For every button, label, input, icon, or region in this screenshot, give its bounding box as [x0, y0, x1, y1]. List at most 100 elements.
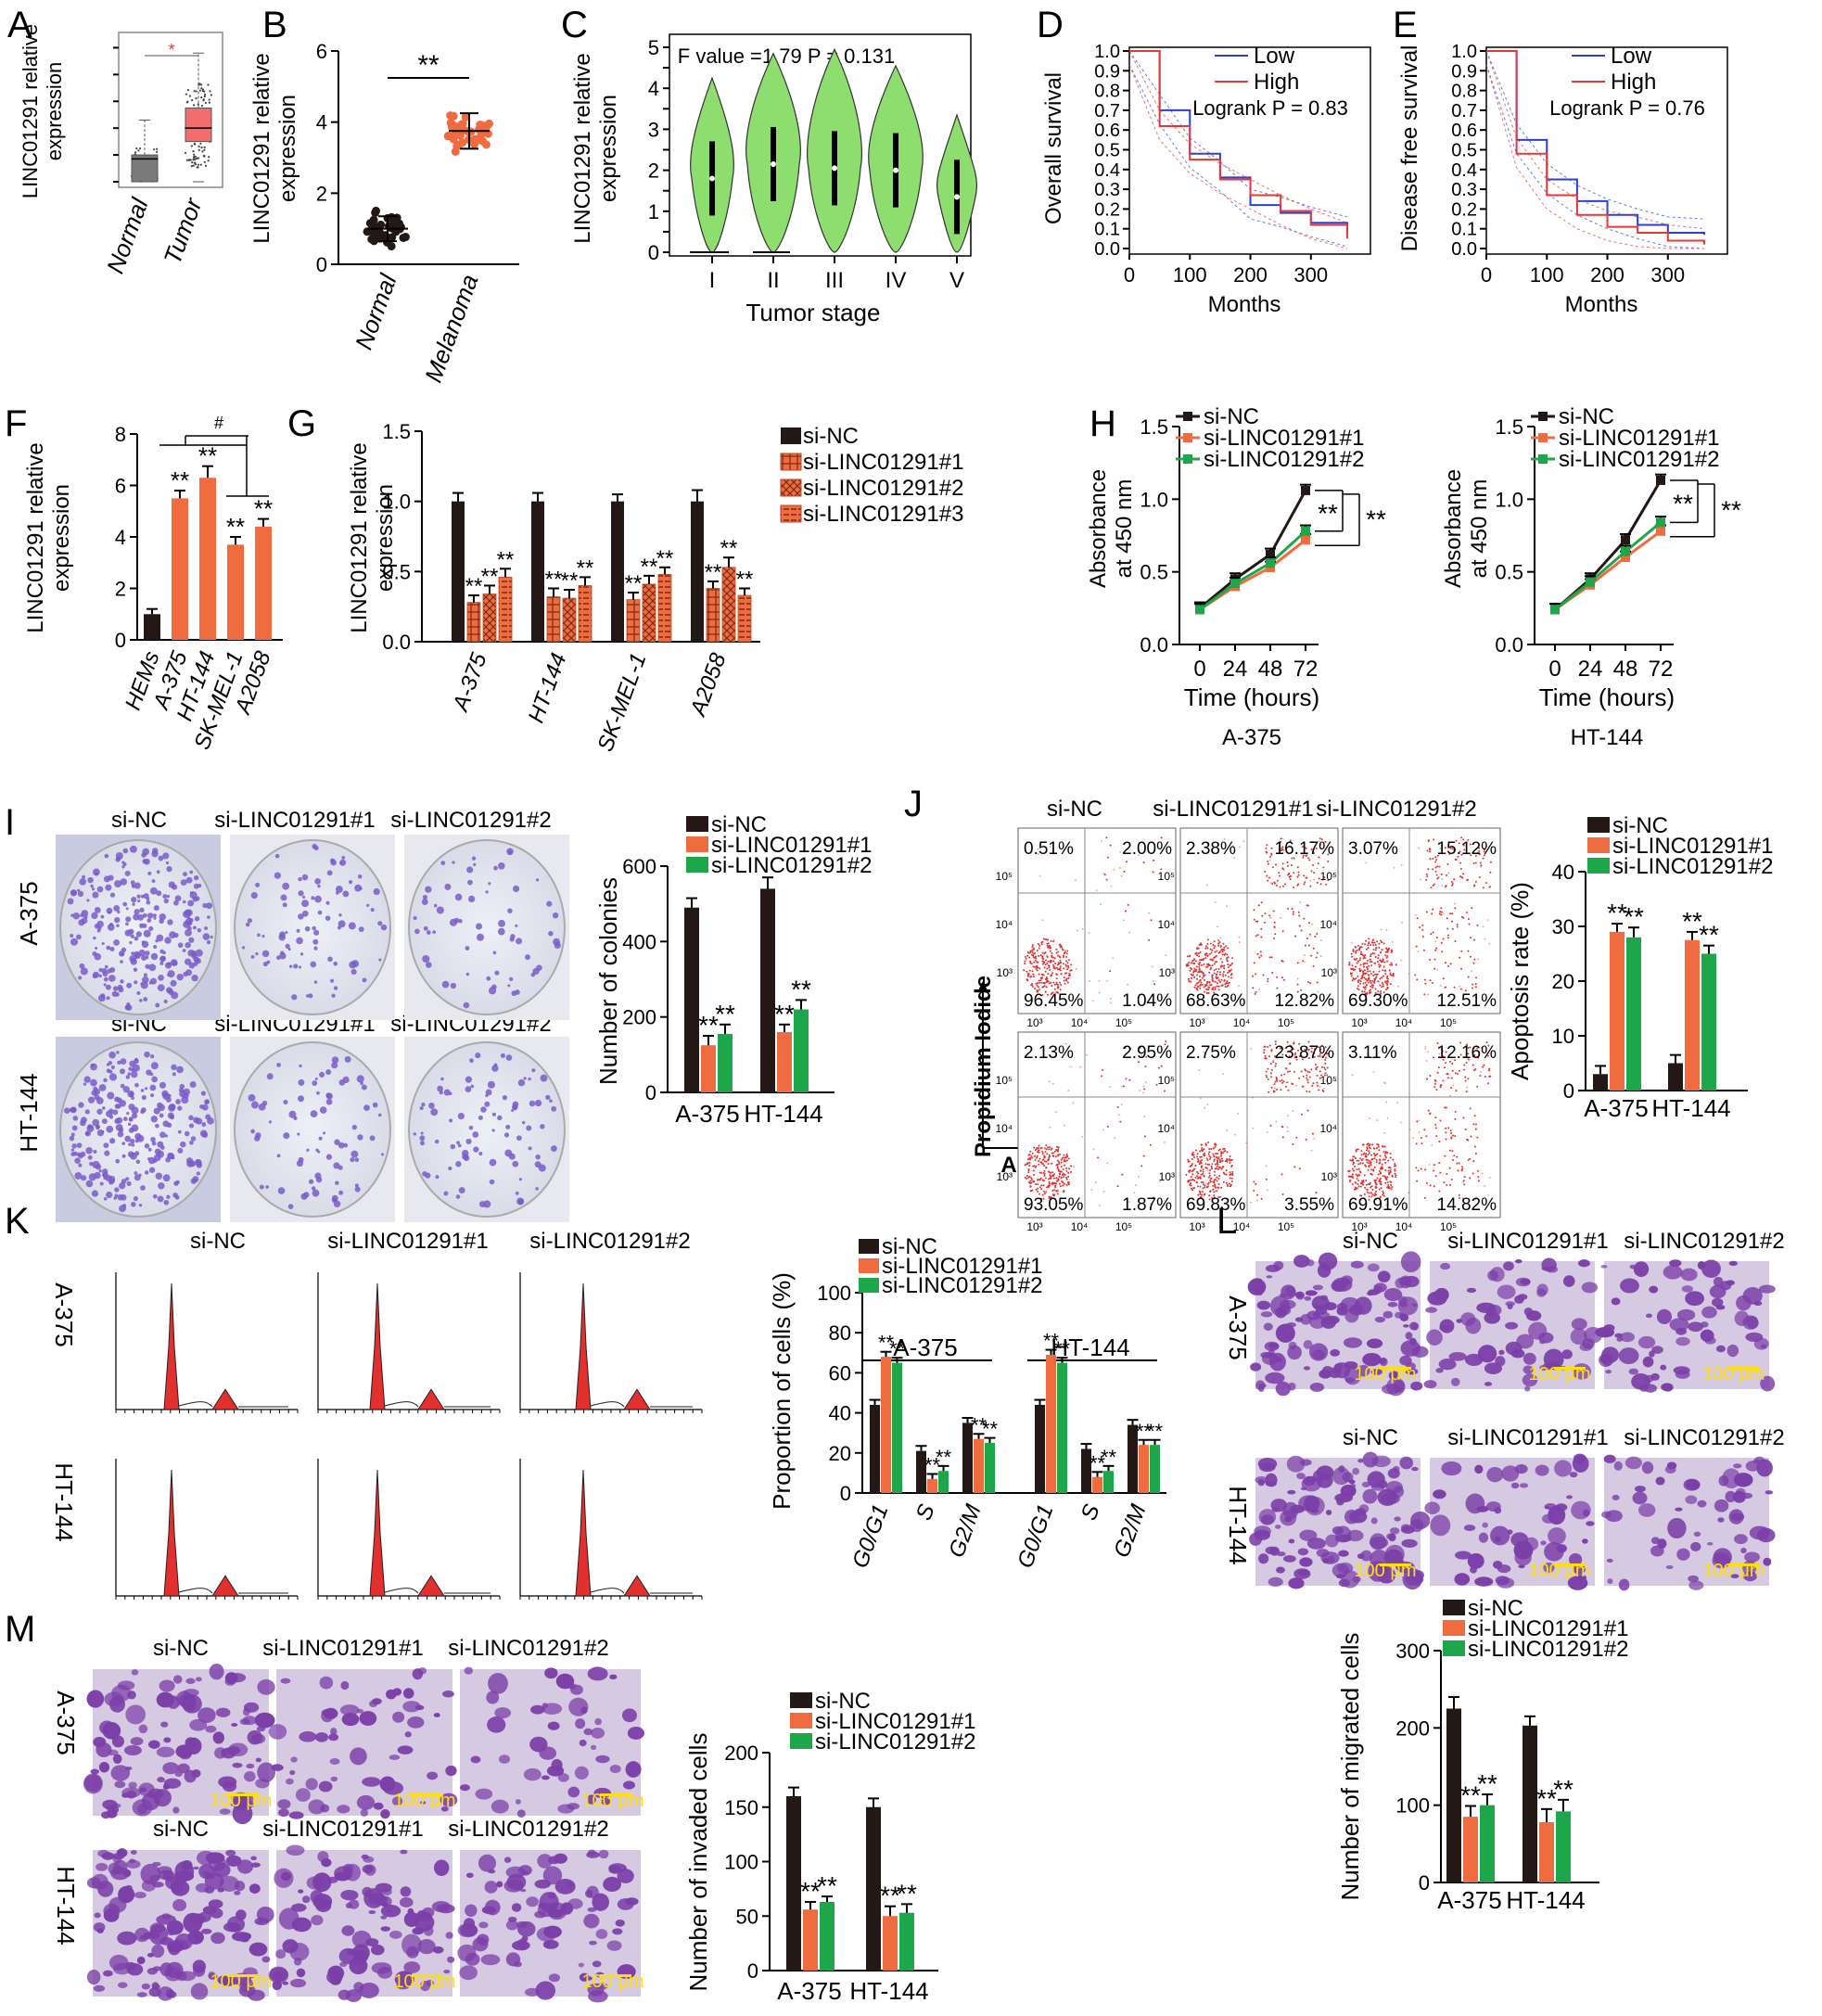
panel-j-event — [1035, 1183, 1038, 1186]
panel-j-event — [1375, 1154, 1378, 1156]
panel-i-colony — [516, 938, 523, 945]
panel-i-colony — [116, 1116, 123, 1124]
panel-l-cell — [1340, 1484, 1357, 1498]
panel-i-colony — [377, 921, 383, 926]
panel-j-event — [1267, 1067, 1269, 1070]
panel-i-colony — [157, 984, 165, 992]
panel-i-colony — [440, 1077, 444, 1081]
panel-i-colony — [158, 974, 164, 981]
panel-c-ylabel: LINC01291 relative — [570, 53, 595, 243]
panel-j-event — [1476, 1085, 1479, 1088]
panel-j-event — [1488, 1067, 1491, 1070]
panel-i-colony — [175, 1099, 181, 1104]
panel-j-event — [1364, 988, 1367, 990]
panel-j-event — [1389, 972, 1392, 975]
panel-i-colony — [104, 1150, 110, 1156]
panel-e-ytick-label: 0.8 — [1451, 82, 1477, 102]
panel-c-frame — [669, 33, 972, 257]
panel-j-event — [1212, 987, 1215, 989]
panel-l-cell — [1370, 1368, 1382, 1376]
panel-j-event — [1309, 885, 1312, 887]
panel-j-event — [1030, 1181, 1033, 1184]
panel-j-event — [1143, 1088, 1146, 1091]
panel-j-event — [1037, 982, 1039, 985]
panel-j-event — [1303, 917, 1306, 920]
panel-j-event — [1199, 1177, 1202, 1180]
panel-i-colony — [114, 916, 121, 924]
panel-j-event — [1123, 870, 1126, 873]
panel-j-event — [1386, 951, 1389, 953]
panel-j-event — [1489, 861, 1492, 863]
panel-j-event — [1055, 1190, 1058, 1193]
panel-a-point — [204, 101, 208, 105]
panel-j-event — [1425, 1060, 1428, 1062]
panel-j-event — [1379, 1159, 1382, 1162]
panel-i-colony — [338, 920, 346, 928]
panel-j-event — [1056, 954, 1059, 957]
panel-j-event — [1383, 1155, 1386, 1157]
panel-l-cell — [1517, 1294, 1528, 1300]
panel-j-event — [1351, 1167, 1354, 1170]
panel-i-colony — [103, 976, 108, 982]
panel-k-row-a375: A-375 — [50, 1282, 78, 1346]
panel-j-event — [1065, 965, 1068, 968]
panel-j-event — [1387, 1169, 1390, 1172]
panel-j-event — [1316, 1084, 1319, 1087]
panel-j-event — [1281, 930, 1284, 933]
panel-g-sig: ** — [625, 571, 643, 596]
panel-j-event — [1155, 1083, 1158, 1086]
panel-j-event — [1273, 937, 1276, 939]
panel-j-event — [1281, 846, 1284, 849]
panel-j-event — [1200, 1195, 1203, 1198]
panel-h-marker — [1656, 517, 1665, 528]
panel-i-colony — [127, 1072, 132, 1077]
panel-l-cell — [1400, 1340, 1421, 1357]
panel-j-event — [1152, 1196, 1154, 1199]
panel-k-bar — [881, 1357, 891, 1493]
panel-i-colony — [156, 890, 162, 897]
panel-j-label-s2: si-LINC01291#2 — [1316, 797, 1476, 822]
panel-i-colony — [168, 1153, 175, 1160]
panel-j-event — [1208, 1190, 1211, 1193]
panel-j-event — [1063, 955, 1065, 958]
panel-j-event — [1459, 1197, 1461, 1200]
panel-j-event — [1222, 975, 1225, 977]
panel-l-cell — [1663, 1265, 1683, 1280]
panel-i-colony — [293, 1116, 298, 1120]
panel-j-event — [1460, 836, 1463, 839]
panel-j-event — [1449, 1183, 1452, 1186]
panel-i-colony — [103, 875, 110, 883]
panel-i-colony — [531, 1068, 536, 1073]
panel-j-event — [1217, 982, 1219, 985]
panel-j-event — [1269, 916, 1272, 919]
panel-j-axis-tick: 10⁴ — [995, 918, 1013, 931]
panel-l-cell — [1616, 1337, 1624, 1342]
panel-j-event — [1376, 1142, 1379, 1145]
panel-j-event — [1028, 1165, 1031, 1167]
panel-l-cell — [1389, 1527, 1400, 1535]
panel-k-ytick-label: 80 — [829, 1321, 851, 1345]
panel-l-cell — [1294, 1317, 1304, 1322]
panel-j-event — [1358, 959, 1361, 962]
panel-i-colony — [423, 925, 428, 931]
panel-e-ylabel: Disease free survival — [1397, 45, 1422, 252]
panel-j-event — [1471, 907, 1473, 910]
panel-i-colony — [97, 994, 106, 1002]
panel-j-event — [1440, 911, 1443, 913]
panel-j-event — [1323, 1066, 1326, 1069]
panel-g-bar — [531, 501, 544, 642]
panel-j-event — [1375, 1183, 1378, 1186]
panel-j-event — [1029, 951, 1032, 954]
panel-i-colony — [96, 1129, 105, 1137]
panel-j-event — [1069, 1170, 1072, 1173]
panel-i-colony — [282, 882, 290, 890]
panel-j-event — [1292, 912, 1294, 915]
panel-j-event — [1377, 1143, 1380, 1146]
panel-j-event — [1110, 885, 1113, 887]
panel-k-bar — [974, 1438, 984, 1493]
panel-j-event — [1053, 983, 1056, 986]
panel-a-point — [203, 93, 207, 96]
panel-i-colony — [122, 1116, 128, 1122]
panel-i-ytick-label: 200 — [622, 1006, 656, 1029]
panel-i-colony — [503, 1132, 510, 1138]
